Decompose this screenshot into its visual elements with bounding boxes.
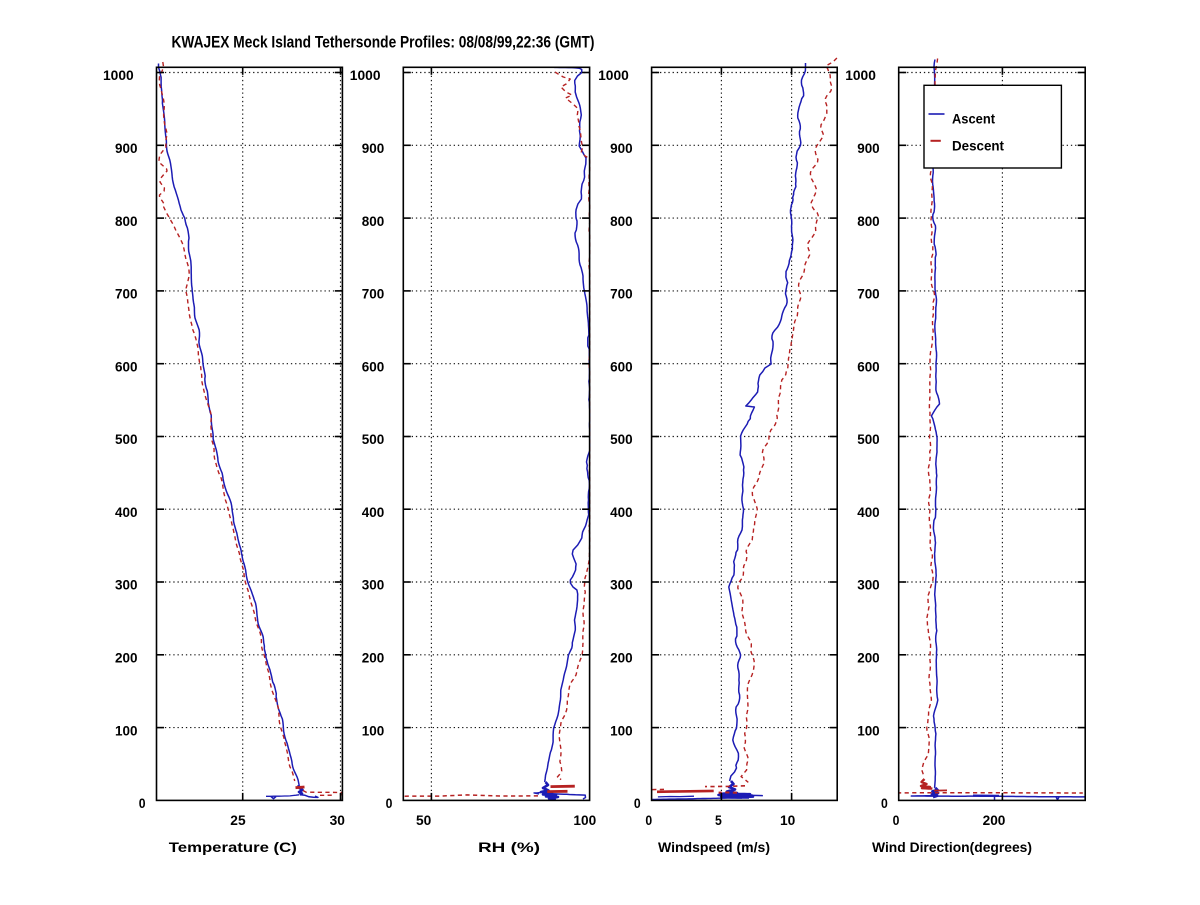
svg-text:700: 700 xyxy=(362,286,385,302)
svg-text:300: 300 xyxy=(610,577,633,593)
svg-text:900: 900 xyxy=(115,140,138,156)
svg-text:600: 600 xyxy=(115,358,138,374)
svg-text:Temperature (C): Temperature (C) xyxy=(169,840,297,855)
svg-text:400: 400 xyxy=(362,504,385,520)
svg-text:300: 300 xyxy=(857,577,880,593)
svg-text:900: 900 xyxy=(362,140,385,156)
svg-text:100: 100 xyxy=(857,722,880,738)
svg-text:Descent: Descent xyxy=(952,138,1004,154)
svg-text:1000: 1000 xyxy=(350,67,381,83)
svg-text:600: 600 xyxy=(362,358,385,374)
svg-text:10: 10 xyxy=(780,812,796,828)
svg-text:600: 600 xyxy=(610,358,633,374)
svg-text:1000: 1000 xyxy=(598,67,629,83)
svg-text:0: 0 xyxy=(634,795,641,811)
svg-text:500: 500 xyxy=(610,431,633,447)
svg-text:50: 50 xyxy=(416,812,432,828)
svg-text:500: 500 xyxy=(115,431,138,447)
svg-text:200: 200 xyxy=(610,650,633,666)
svg-text:200: 200 xyxy=(983,812,1006,828)
svg-text:600: 600 xyxy=(857,358,880,374)
svg-text:700: 700 xyxy=(610,286,633,302)
svg-text:700: 700 xyxy=(115,286,138,302)
svg-text:KWAJEX Meck Island Tethersonde: KWAJEX Meck Island Tethersonde Profiles:… xyxy=(172,34,595,52)
svg-text:200: 200 xyxy=(115,650,138,666)
svg-text:RH (%): RH (%) xyxy=(478,840,540,855)
svg-text:400: 400 xyxy=(857,504,880,520)
svg-text:5: 5 xyxy=(715,812,722,828)
svg-text:100: 100 xyxy=(115,722,138,738)
svg-text:200: 200 xyxy=(857,650,880,666)
svg-text:Windspeed (m/s): Windspeed (m/s) xyxy=(658,840,770,855)
svg-text:1000: 1000 xyxy=(845,67,876,83)
svg-text:100: 100 xyxy=(610,722,633,738)
svg-text:0: 0 xyxy=(881,795,888,811)
svg-text:Ascent: Ascent xyxy=(952,111,995,127)
svg-text:0: 0 xyxy=(139,795,146,811)
svg-text:300: 300 xyxy=(362,577,385,593)
svg-text:700: 700 xyxy=(857,286,880,302)
svg-text:400: 400 xyxy=(115,504,138,520)
svg-text:0: 0 xyxy=(386,795,393,811)
svg-text:900: 900 xyxy=(610,140,633,156)
svg-text:900: 900 xyxy=(857,140,880,156)
svg-text:800: 800 xyxy=(115,213,138,229)
svg-text:400: 400 xyxy=(610,504,633,520)
svg-text:300: 300 xyxy=(115,577,138,593)
svg-text:800: 800 xyxy=(857,213,880,229)
svg-text:0: 0 xyxy=(893,812,900,828)
svg-text:800: 800 xyxy=(610,213,633,229)
svg-text:Wind Direction(degrees): Wind Direction(degrees) xyxy=(872,840,1032,855)
svg-text:500: 500 xyxy=(362,431,385,447)
svg-text:100: 100 xyxy=(573,812,596,828)
svg-text:200: 200 xyxy=(362,650,385,666)
svg-text:0: 0 xyxy=(645,812,652,828)
svg-text:100: 100 xyxy=(362,722,385,738)
svg-text:500: 500 xyxy=(857,431,880,447)
svg-text:800: 800 xyxy=(362,213,385,229)
svg-text:25: 25 xyxy=(230,812,246,828)
svg-text:1000: 1000 xyxy=(103,67,134,83)
svg-text:30: 30 xyxy=(330,812,346,828)
